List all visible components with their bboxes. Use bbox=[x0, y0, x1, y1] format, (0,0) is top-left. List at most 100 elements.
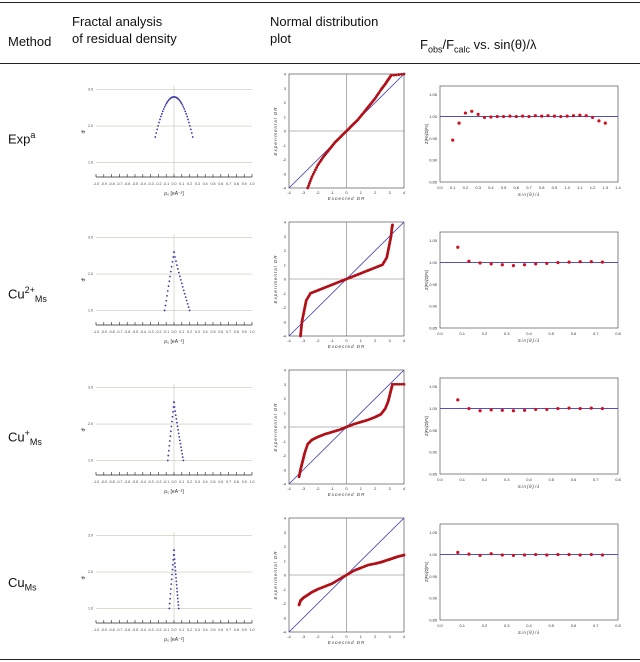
y-tick-label: 0 bbox=[284, 573, 287, 578]
data-point bbox=[567, 406, 571, 410]
x-tick-label: 0.4 bbox=[526, 331, 532, 336]
y-tick-label: 0.95 bbox=[429, 282, 438, 287]
normal-plot-exp: -4-4 -3 -3 -2 -2 -1 -1 0 0 1 1 2 2 3 3 4 4 Expected DR Exp… bbox=[273, 72, 406, 201]
data-point bbox=[312, 170, 316, 174]
data-point bbox=[175, 260, 177, 263]
x-axis-label: Expected DR bbox=[328, 344, 366, 348]
x-tick-label: 0.4 bbox=[488, 185, 494, 190]
data-point bbox=[174, 256, 176, 258]
data-point bbox=[165, 299, 168, 302]
normal-plot-cu0: -4-4 -3 -3 -2 -2 -1 -1 0 0 1 1 2 2 3 3 4 4 Expected DR Exp… bbox=[273, 516, 406, 645]
y-tick-label: -2 bbox=[282, 157, 286, 162]
header-normal-line2: plot bbox=[270, 31, 291, 46]
data-point bbox=[478, 409, 482, 413]
y-tick-label: 1.05 bbox=[429, 92, 438, 97]
y-tick-label: 3.0 bbox=[88, 534, 93, 538]
data-point bbox=[185, 112, 188, 115]
data-point bbox=[456, 398, 460, 402]
x-tick-label: 4 bbox=[403, 190, 406, 195]
y-tick-label: -2 bbox=[282, 305, 286, 310]
data-point bbox=[391, 223, 394, 227]
data-point bbox=[172, 559, 175, 561]
x-tick-label: -0.9 bbox=[101, 182, 107, 186]
x-tick-label: 1.0 bbox=[250, 182, 255, 186]
y-tick-label: 3 bbox=[284, 86, 287, 91]
data-point bbox=[166, 100, 169, 103]
y-tick-label: 1.0 bbox=[88, 458, 93, 462]
data-point bbox=[182, 289, 185, 292]
fobs-plot-cu0: 0.85 0.90 0.95 1.00 1.05 0.0 0.1 0.2 0.3 0.4 0.5 0.… bbox=[424, 523, 622, 635]
x-tick-label: 2 bbox=[374, 190, 377, 195]
x-tick-label: -1.0 bbox=[93, 628, 99, 632]
data-point bbox=[467, 406, 471, 411]
x-tick-label: 0.7 bbox=[226, 330, 231, 334]
data-point bbox=[176, 594, 179, 597]
data-point bbox=[167, 454, 170, 457]
data-point bbox=[186, 302, 189, 305]
x-tick-label: 0.8 bbox=[234, 480, 239, 484]
data-point bbox=[589, 552, 593, 557]
x-tick-label: -0.9 bbox=[101, 330, 107, 334]
data-point bbox=[159, 118, 161, 121]
y-tick-label: 4 bbox=[284, 368, 287, 373]
y-tick-label: 1.05 bbox=[429, 530, 438, 535]
data-point bbox=[177, 271, 180, 274]
y-tick-label: -1 bbox=[282, 587, 286, 592]
y-tick-label: 0.90 bbox=[429, 450, 438, 455]
x-tick-label: -0.6 bbox=[124, 628, 130, 632]
x-tick-label: 3 bbox=[389, 486, 392, 491]
data-point bbox=[522, 263, 527, 267]
data-point bbox=[308, 179, 312, 183]
x-tick-label: 0.1 bbox=[450, 185, 456, 190]
data-point bbox=[167, 285, 170, 288]
data-point bbox=[169, 430, 172, 433]
row-label-cu0: CuMs bbox=[8, 575, 37, 593]
x-tick-label: 1.0 bbox=[250, 628, 255, 632]
data-point bbox=[578, 260, 582, 264]
y-tick-label: 3 bbox=[284, 530, 287, 535]
data-point bbox=[174, 573, 177, 576]
data-point bbox=[556, 260, 560, 265]
header-fractal-line2: of residual density bbox=[72, 31, 177, 46]
x-tick-label: 0.9 bbox=[242, 182, 247, 186]
data-point bbox=[162, 108, 165, 110]
data-point bbox=[457, 121, 461, 125]
y-tick-label: 1.0 bbox=[88, 606, 93, 610]
data-point bbox=[173, 406, 176, 408]
y-axis-label: Σ|Fo|/Σ|Fc| bbox=[424, 124, 429, 145]
data-point bbox=[470, 109, 474, 113]
data-point bbox=[391, 382, 394, 386]
data-point bbox=[171, 563, 174, 566]
data-point bbox=[402, 553, 406, 557]
y-tick-label: 1 bbox=[284, 410, 287, 415]
x-tick-label: -0.6 bbox=[124, 480, 130, 484]
y-tick-label: -4 bbox=[282, 334, 286, 339]
data-point bbox=[169, 597, 171, 600]
y-tick-label: 0.85 bbox=[429, 180, 438, 185]
data-point bbox=[500, 553, 504, 557]
data-point bbox=[511, 409, 516, 413]
x-tick-label: 1 bbox=[360, 338, 363, 343]
x-tick-label: 0.3 bbox=[195, 330, 200, 334]
y-tick-label: 0 bbox=[284, 425, 287, 430]
x-tick-label: -0.2 bbox=[155, 182, 161, 186]
data-point bbox=[527, 114, 531, 119]
x-tick-label: 1.0 bbox=[564, 185, 570, 190]
x-tick-label: 0.5 bbox=[548, 331, 554, 336]
data-point bbox=[154, 136, 157, 138]
y-tick-label: 2 bbox=[284, 396, 287, 401]
x-axis-label: Sin(θ)/λ bbox=[518, 630, 540, 635]
data-point bbox=[389, 74, 393, 77]
x-tick-label: -0.2 bbox=[155, 330, 161, 334]
data-point bbox=[597, 119, 601, 123]
data-point bbox=[168, 607, 171, 610]
y-tick-label: 1.00 bbox=[429, 406, 438, 411]
y-axis-label: dᶠ bbox=[81, 129, 87, 134]
data-point bbox=[183, 108, 186, 110]
data-point bbox=[178, 439, 181, 442]
x-tick-label: 0.8 bbox=[615, 623, 621, 628]
data-point bbox=[184, 296, 187, 299]
data-point bbox=[174, 414, 177, 417]
header-fractal: Fractal analysis of residual density bbox=[72, 13, 177, 47]
data-point bbox=[533, 114, 537, 118]
